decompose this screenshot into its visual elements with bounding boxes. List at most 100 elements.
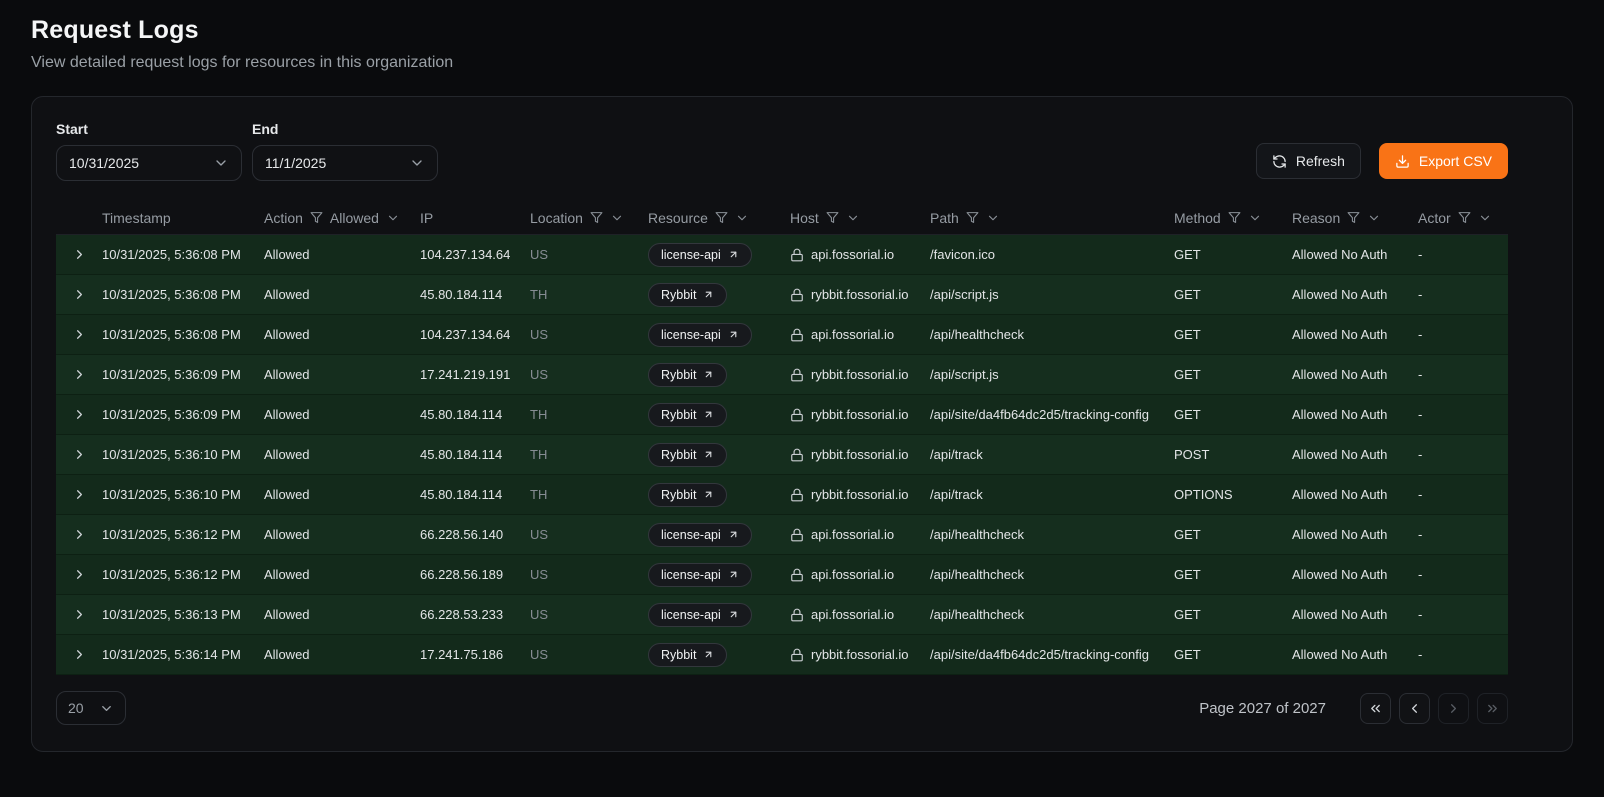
export-csv-button[interactable]: Export CSV (1378, 143, 1508, 179)
column-header: Actor (1418, 210, 1508, 226)
page-size-select[interactable]: 20 (56, 691, 126, 725)
row-expand-button[interactable] (66, 522, 92, 548)
cell-method: GET (1174, 407, 1201, 422)
lock-icon (790, 368, 804, 382)
first-page-button[interactable] (1360, 692, 1391, 724)
lock-icon (790, 488, 804, 502)
end-date-value: 11/1/2025 (265, 155, 327, 171)
cell-ip: 45.80.184.114 (420, 447, 503, 462)
table-row[interactable]: 10/31/2025, 5:36:08 PM Allowed 45.80.184… (56, 275, 1508, 315)
row-expand-button[interactable] (66, 442, 92, 468)
chevron-down-icon[interactable] (1367, 211, 1381, 225)
resource-link[interactable]: license-api (648, 242, 752, 267)
filter-icon[interactable] (1347, 211, 1360, 224)
cell-location: TH (530, 407, 548, 422)
cell-method: GET (1174, 607, 1201, 622)
table-row[interactable]: 10/31/2025, 5:36:10 PM Allowed 45.80.184… (56, 435, 1508, 475)
column-header-label: Method (1174, 209, 1221, 226)
cell-reason: Allowed No Auth (1292, 567, 1388, 582)
resource-link[interactable]: Rybbit (648, 442, 728, 467)
chevron-down-icon[interactable] (986, 211, 1000, 225)
column-filter-value[interactable]: Allowed (329, 209, 379, 226)
row-expand-button[interactable] (66, 642, 92, 668)
cell-expand (56, 402, 102, 428)
resource-link[interactable]: Rybbit (648, 282, 728, 307)
resource-name: Rybbit (661, 367, 697, 382)
resource-link[interactable]: license-api (648, 322, 752, 347)
resource-name: license-api (661, 607, 721, 622)
row-expand-button[interactable] (66, 602, 92, 628)
cell-reason: Allowed No Auth (1292, 487, 1388, 502)
chevron-down-icon[interactable] (735, 211, 749, 225)
row-expand-button[interactable] (66, 402, 92, 428)
start-date-select[interactable]: 10/31/2025 (56, 145, 242, 181)
row-expand-button[interactable] (66, 282, 92, 308)
row-expand-button[interactable] (66, 362, 92, 388)
chevron-down-icon[interactable] (1248, 211, 1262, 225)
filter-icon[interactable] (310, 211, 323, 224)
resource-link[interactable]: license-api (648, 602, 752, 627)
resource-link[interactable]: license-api (648, 562, 752, 587)
page-subtitle: View detailed request logs for resources… (31, 54, 454, 71)
chevron-left-icon (1407, 701, 1422, 716)
row-expand-button[interactable] (66, 322, 92, 348)
page-size-value: 20 (68, 700, 84, 716)
logs-card: Start 10/31/2025 End 11/1/2025 (31, 96, 1573, 752)
chevron-down-icon[interactable] (610, 211, 624, 225)
chevron-right-icon (72, 487, 87, 502)
row-expand-button[interactable] (66, 242, 92, 268)
row-expand-button[interactable] (66, 482, 92, 508)
filter-icon[interactable] (590, 211, 603, 224)
table-row[interactable]: 10/31/2025, 5:36:08 PM Allowed 104.237.1… (56, 315, 1508, 355)
row-expand-button[interactable] (66, 562, 92, 588)
cell-path: /api/healthcheck (930, 607, 1024, 622)
filter-icon[interactable] (1228, 211, 1241, 224)
last-page-button[interactable] (1477, 692, 1508, 724)
cell-host: rybbit.fossorial.io (790, 367, 930, 382)
external-link-icon (703, 369, 714, 380)
filter-icon[interactable] (826, 211, 839, 224)
chevron-down-icon[interactable] (846, 211, 860, 225)
cell-resource: license-api (648, 322, 790, 347)
cell-method: GET (1174, 247, 1201, 262)
cell-method: GET (1174, 647, 1201, 662)
column-header: Method (1174, 210, 1292, 226)
cell-location: US (530, 607, 549, 622)
external-link-icon (703, 409, 714, 420)
resource-link[interactable]: license-api (648, 522, 752, 547)
table-row[interactable]: 10/31/2025, 5:36:08 PM Allowed 104.237.1… (56, 235, 1508, 275)
end-date-select[interactable]: 11/1/2025 (252, 145, 438, 181)
chevron-down-icon[interactable] (386, 211, 400, 225)
column-header-label: Path (930, 209, 959, 226)
table-row[interactable]: 10/31/2025, 5:36:09 PM Allowed 45.80.184… (56, 395, 1508, 435)
filter-icon[interactable] (715, 211, 728, 224)
cell-reason: Allowed No Auth (1292, 527, 1388, 542)
lock-icon (790, 328, 804, 342)
cell-actor: - (1418, 447, 1423, 462)
previous-page-button[interactable] (1399, 692, 1430, 724)
table-row[interactable]: 10/31/2025, 5:36:14 PM Allowed 17.241.75… (56, 635, 1508, 675)
next-page-button[interactable] (1438, 692, 1469, 724)
cell-reason: Allowed No Auth (1292, 647, 1388, 662)
resource-link[interactable]: Rybbit (648, 482, 728, 507)
resource-name: Rybbit (661, 447, 697, 462)
external-link-icon (728, 529, 739, 540)
table-row[interactable]: 10/31/2025, 5:36:12 PM Allowed 66.228.56… (56, 555, 1508, 595)
filter-icon[interactable] (1458, 211, 1471, 224)
table-row[interactable]: 10/31/2025, 5:36:09 PM Allowed 17.241.21… (56, 355, 1508, 395)
resource-link[interactable]: Rybbit (648, 642, 728, 667)
filter-icon[interactable] (966, 211, 979, 224)
table-row[interactable]: 10/31/2025, 5:36:13 PM Allowed 66.228.53… (56, 595, 1508, 635)
resource-link[interactable]: Rybbit (648, 402, 728, 427)
resource-link[interactable]: Rybbit (648, 362, 728, 387)
cell-resource: Rybbit (648, 442, 790, 467)
column-header: Timestamp (102, 210, 264, 226)
cell-resource: license-api (648, 522, 790, 547)
column-header: Action Allowed (264, 210, 420, 226)
chevron-down-icon[interactable] (1478, 211, 1492, 225)
lock-icon (790, 288, 804, 302)
cell-path: /api/script.js (930, 367, 999, 382)
refresh-button[interactable]: Refresh (1255, 143, 1361, 179)
table-row[interactable]: 10/31/2025, 5:36:10 PM Allowed 45.80.184… (56, 475, 1508, 515)
table-row[interactable]: 10/31/2025, 5:36:12 PM Allowed 66.228.56… (56, 515, 1508, 555)
